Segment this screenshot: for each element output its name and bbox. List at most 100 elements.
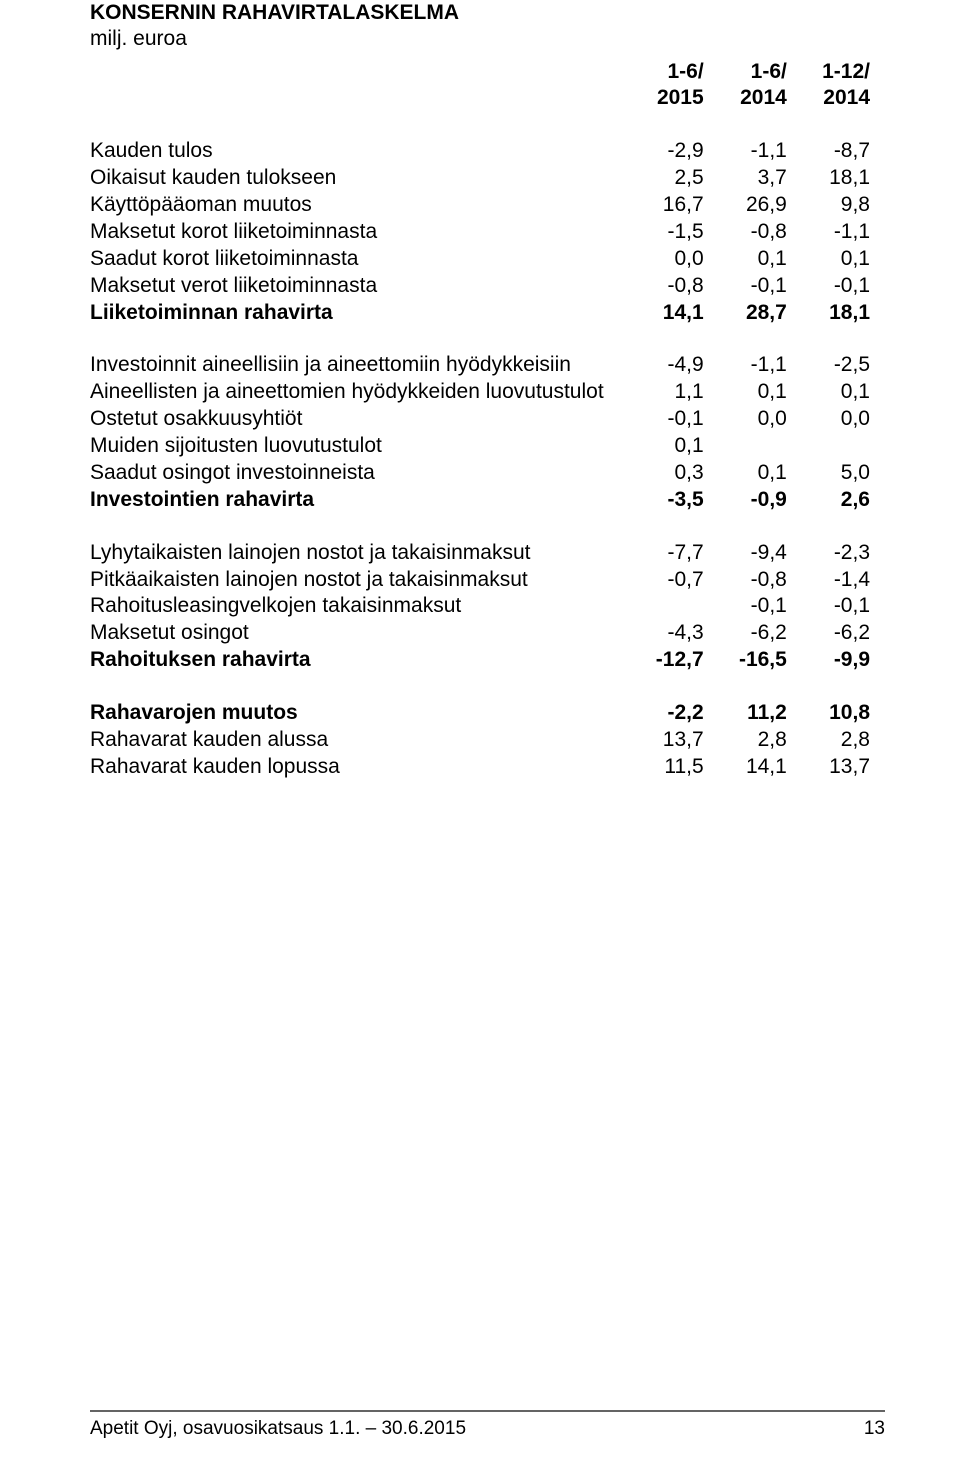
- row-value: 26,9: [704, 192, 787, 219]
- row-value: -1,4: [787, 567, 870, 594]
- row-value: 5,0: [787, 460, 870, 487]
- row-value: -9,9: [787, 647, 870, 674]
- header-empty: [90, 85, 621, 112]
- row-value: 16,7: [621, 192, 704, 219]
- row-value: 14,1: [704, 754, 787, 781]
- row-value: -0,1: [704, 273, 787, 300]
- row-value: -8,7: [787, 138, 870, 165]
- row-label: Maksetut verot liiketoiminnasta: [90, 273, 621, 300]
- table-row: Oikaisut kauden tulokseen2,53,718,1: [90, 165, 870, 192]
- row-value: -4,9: [621, 352, 704, 379]
- row-value: -9,4: [704, 540, 787, 567]
- row-value: -0,1: [787, 593, 870, 620]
- table-row: Rahavarat kauden alussa13,72,82,8: [90, 727, 870, 754]
- header-col: 2014: [787, 85, 870, 112]
- table-row: Maksetut korot liiketoiminnasta-1,5-0,8-…: [90, 219, 870, 246]
- header-col: 2014: [704, 85, 787, 112]
- row-label: Rahavarojen muutos: [90, 700, 621, 727]
- table-row: Maksetut verot liiketoiminnasta-0,8-0,1-…: [90, 273, 870, 300]
- header-col: 1-6/: [704, 59, 787, 86]
- table-row: Ostetut osakkuusyhtiöt-0,10,00,0: [90, 406, 870, 433]
- row-value: 0,0: [787, 406, 870, 433]
- row-value: 0,1: [704, 460, 787, 487]
- row-label: Aineellisten ja aineettomien hyödykkeide…: [90, 379, 621, 406]
- row-value: [621, 593, 704, 620]
- row-label: Ostetut osakkuusyhtiöt: [90, 406, 621, 433]
- row-label: Rahoitusleasingvelkojen takaisinmaksut: [90, 593, 621, 620]
- spacer-cell: [90, 112, 870, 138]
- row-value: -2,2: [621, 700, 704, 727]
- row-value: -1,1: [704, 138, 787, 165]
- row-value: -0,1: [704, 593, 787, 620]
- row-value: [704, 433, 787, 460]
- table-row: Saadut korot liiketoiminnasta0,00,10,1: [90, 246, 870, 273]
- footer-left: Apetit Oyj, osavuosikatsaus 1.1. – 30.6.…: [90, 1418, 466, 1440]
- row-label: Rahoituksen rahavirta: [90, 647, 621, 674]
- row-label: Rahavarat kauden lopussa: [90, 754, 621, 781]
- table-row: Liiketoiminnan rahavirta14,128,718,1: [90, 300, 870, 327]
- row-value: -2,3: [787, 540, 870, 567]
- row-value: 3,7: [704, 165, 787, 192]
- row-value: 28,7: [704, 300, 787, 327]
- table-row: Kauden tulos-2,9-1,1-8,7: [90, 138, 870, 165]
- page-footer: Apetit Oyj, osavuosikatsaus 1.1. – 30.6.…: [90, 1410, 885, 1440]
- row-value: -4,3: [621, 620, 704, 647]
- row-value: 2,5: [621, 165, 704, 192]
- row-label: Maksetut korot liiketoiminnasta: [90, 219, 621, 246]
- table-row: [90, 674, 870, 700]
- row-value: 0,3: [621, 460, 704, 487]
- row-label: Maksetut osingot: [90, 620, 621, 647]
- row-value: -0,8: [704, 219, 787, 246]
- row-value: -2,5: [787, 352, 870, 379]
- row-label: Liiketoiminnan rahavirta: [90, 300, 621, 327]
- footer-text: Apetit Oyj, osavuosikatsaus 1.1. – 30.6.…: [90, 1418, 885, 1440]
- row-label: Saadut osingot investoinneista: [90, 460, 621, 487]
- header-col: 1-12/: [787, 59, 870, 86]
- row-label: Käyttöpääoman muutos: [90, 192, 621, 219]
- spacer-cell: [90, 674, 870, 700]
- table-row: Lyhytaikaisten lainojen nostot ja takais…: [90, 540, 870, 567]
- row-value: 13,7: [787, 754, 870, 781]
- row-label: Saadut korot liiketoiminnasta: [90, 246, 621, 273]
- row-label: Pitkäaikaisten lainojen nostot ja takais…: [90, 567, 621, 594]
- row-value: 0,1: [787, 246, 870, 273]
- row-label: Oikaisut kauden tulokseen: [90, 165, 621, 192]
- row-label: Investoinnit aineellisiin ja aineettomii…: [90, 352, 621, 379]
- table-row: Maksetut osingot-4,3-6,2-6,2: [90, 620, 870, 647]
- row-value: 0,1: [704, 379, 787, 406]
- cashflow-table: 1-6/1-6/1-12/201520142014Kauden tulos-2,…: [90, 59, 870, 781]
- row-label: Muiden sijoitusten luovutustulot: [90, 433, 621, 460]
- row-label: Lyhytaikaisten lainojen nostot ja takais…: [90, 540, 621, 567]
- table-row: [90, 112, 870, 138]
- spacer-cell: [90, 326, 870, 352]
- table-row: Muiden sijoitusten luovutustulot0,1: [90, 433, 870, 460]
- table-header-row: 1-6/1-6/1-12/: [90, 59, 870, 86]
- header-empty: [90, 59, 621, 86]
- row-value: 10,8: [787, 700, 870, 727]
- table-row: Pitkäaikaisten lainojen nostot ja takais…: [90, 567, 870, 594]
- table-row: Rahoitusleasingvelkojen takaisinmaksut -0…: [90, 593, 870, 620]
- row-value: 18,1: [787, 165, 870, 192]
- row-value: -0,8: [704, 567, 787, 594]
- row-value: 0,0: [621, 246, 704, 273]
- table-row: Rahavarojen muutos-2,211,210,8: [90, 700, 870, 727]
- row-value: 1,1: [621, 379, 704, 406]
- spacer-cell: [90, 514, 870, 540]
- row-value: -6,2: [787, 620, 870, 647]
- row-label: Rahavarat kauden alussa: [90, 727, 621, 754]
- row-value: -0,8: [621, 273, 704, 300]
- page: KONSERNIN RAHAVIRTALASKELMA milj. euroa …: [0, 0, 960, 1480]
- page-title: KONSERNIN RAHAVIRTALASKELMA: [90, 0, 870, 26]
- table-row: Saadut osingot investoinneista0,30,15,0: [90, 460, 870, 487]
- row-value: 0,1: [704, 246, 787, 273]
- table-row: Rahavarat kauden lopussa11,514,113,7: [90, 754, 870, 781]
- row-label: Investointien rahavirta: [90, 487, 621, 514]
- footer-divider: [90, 1410, 885, 1412]
- header-col: 2015: [621, 85, 704, 112]
- table-row: [90, 326, 870, 352]
- row-value: -1,1: [704, 352, 787, 379]
- table-row: Käyttöpääoman muutos16,726,99,8: [90, 192, 870, 219]
- table-row: Rahoituksen rahavirta-12,7-16,5-9,9: [90, 647, 870, 674]
- table-row: Aineellisten ja aineettomien hyödykkeide…: [90, 379, 870, 406]
- table-row: Investointien rahavirta-3,5-0,92,6: [90, 487, 870, 514]
